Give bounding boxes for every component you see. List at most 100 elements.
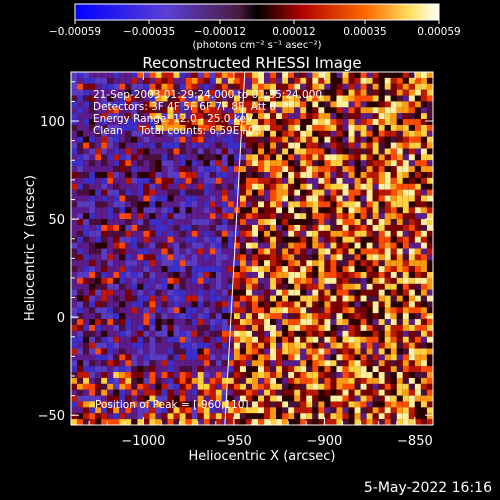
heatmap-cell [83,113,90,120]
heatmap-cell [402,177,409,184]
heatmap-cell [209,324,216,331]
heatmap-cell [342,230,349,237]
heatmap-cell [402,113,409,120]
heatmap-cell [342,195,349,202]
heatmap-cell [221,336,228,343]
heatmap-cell [137,236,144,243]
heatmap-cell [245,113,252,120]
heatmap-cell [155,283,162,290]
heatmap-cell [179,95,186,102]
heatmap-cell [119,142,126,149]
heatmap-cell [209,160,216,167]
heatmap-cell [209,383,216,390]
heatmap-cell [197,295,204,302]
heatmap-cell [354,83,361,90]
heatmap-cell [426,236,433,243]
heatmap-cell [324,383,331,390]
heatmap-cell [294,383,301,390]
heatmap-cell [366,183,373,190]
heatmap-cell [294,319,301,326]
heatmap-cell [360,260,367,267]
heatmap-cell [191,101,198,108]
heatmap-cell [149,207,156,214]
heatmap-cell [390,283,397,290]
heatmap-cell [396,83,403,90]
heatmap-cell [330,107,337,114]
heatmap-cell [161,224,168,231]
heatmap-cell [252,277,258,284]
heatmap-cell [221,219,228,226]
heatmap-cell [107,130,114,137]
heatmap-cell [89,383,96,390]
heatmap-cell [342,366,349,373]
heatmap-cell [324,77,331,84]
heatmap-cell [137,354,144,361]
heatmap-cell [221,89,228,96]
heatmap-cell [191,336,198,343]
heatmap-cell [107,254,114,261]
heatmap-cell [119,389,126,396]
heatmap-cell [348,119,355,126]
heatmap-cell [258,213,265,220]
heatmap-cell [185,195,192,202]
heatmap-cell [318,195,325,202]
heatmap-cell [167,224,174,231]
heatmap-cell [324,242,331,249]
heatmap-cell [306,377,313,384]
heatmap-cell [167,148,174,155]
heatmap-cell [221,236,228,243]
heatmap-cell [137,248,144,255]
heatmap-cell [71,148,77,155]
heatmap-cell [318,183,325,190]
heatmap-cell [324,213,331,220]
heatmap-cell [282,183,289,190]
heatmap-cell [408,213,415,220]
heatmap-cell [125,201,132,208]
heatmap-cell [306,101,313,108]
heatmap-cell [233,136,240,143]
heatmap-cell [330,177,337,184]
heatmap-cell [167,413,174,420]
heatmap-cell [420,301,427,308]
heatmap-cell [137,342,144,349]
heatmap-cell [366,160,373,167]
heatmap-cell [215,336,222,343]
heatmap-cell [101,201,108,208]
heatmap-cell [360,177,367,184]
heatmap-cell [384,401,391,408]
heatmap-cell [155,160,162,167]
heatmap-cell [107,213,114,220]
heatmap-cell [336,342,343,349]
heatmap-cell [396,330,403,337]
heatmap-cell [239,136,246,143]
heatmap-cell [149,154,156,161]
heatmap-cell [420,419,427,425]
heatmap-cell [77,107,84,114]
heatmap-cell [414,130,421,137]
heatmap-cell [215,230,222,237]
heatmap-cell [420,183,427,190]
heatmap-cell [294,195,301,202]
heatmap-cell [167,189,174,196]
heatmap-cell [131,148,138,155]
heatmap-cell [203,407,210,414]
heatmap-cell [390,354,397,361]
heatmap-cell [203,172,210,179]
heatmap-cell [270,148,277,155]
heatmap-cell [276,330,283,337]
heatmap-cell [89,95,96,102]
heatmap-cell [77,360,84,367]
heatmap-cell [125,277,132,284]
heatmap-cell [336,254,343,261]
heatmap-cell [414,354,421,361]
heatmap-cell [426,183,433,190]
heatmap-cell [258,260,265,267]
heatmap-cell [366,319,373,326]
heatmap-cell [239,160,246,167]
heatmap-cell [288,154,295,161]
heatmap-cell [131,230,138,237]
heatmap-cell [300,330,307,337]
heatmap-cell [276,72,283,78]
heatmap-cell [324,236,331,243]
heatmap-cell [306,213,313,220]
